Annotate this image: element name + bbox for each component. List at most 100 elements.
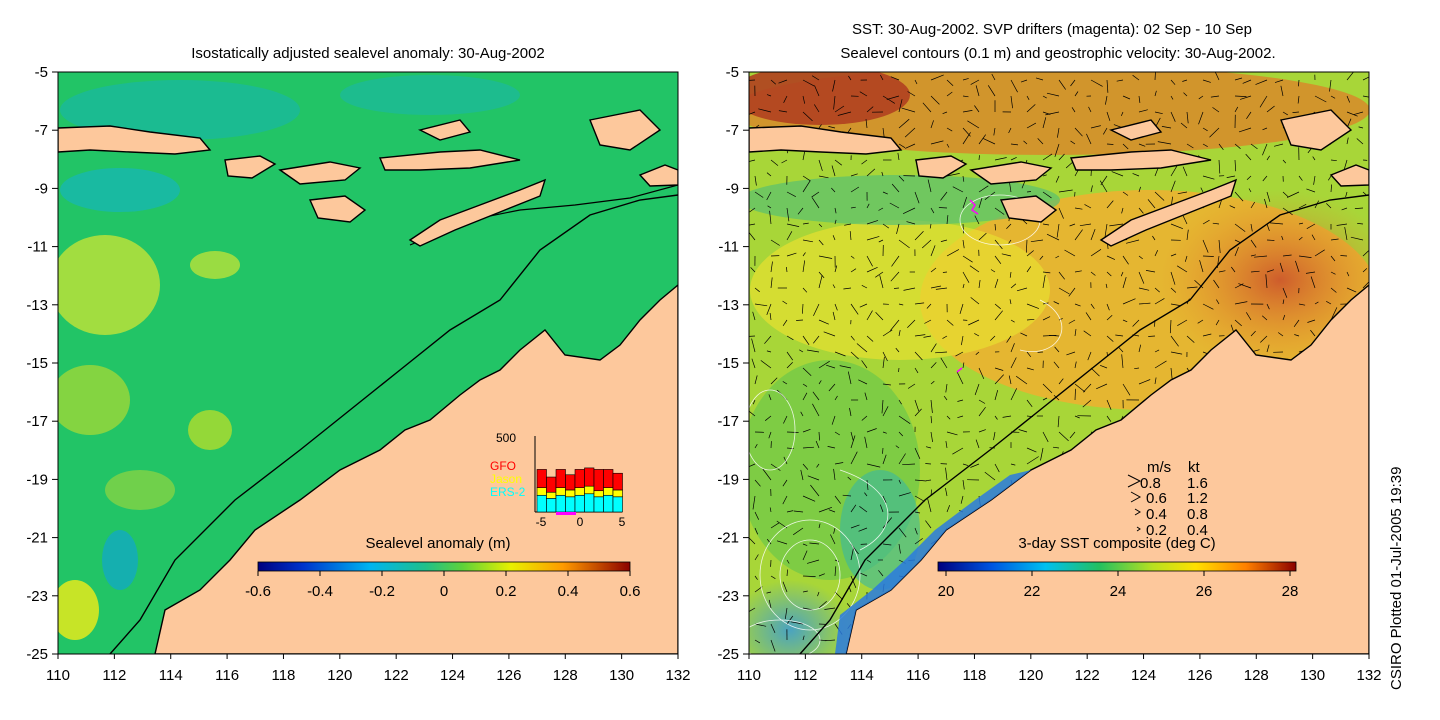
velocity-key-kt: 0.4: [1187, 522, 1208, 539]
velocity-vector: [878, 239, 884, 243]
velocity-vector: [758, 108, 772, 113]
velocity-key-ms: 0.2: [1146, 522, 1167, 539]
velocity-vector: [1346, 95, 1351, 103]
legend-ers2: ERS-2: [490, 485, 526, 499]
inset-bar-gfo: [536, 469, 547, 488]
lat-tick-label: -23: [26, 588, 48, 605]
velocity-vector: [1154, 111, 1163, 115]
velocity-vector: [945, 383, 948, 393]
velocity-vector: [1246, 312, 1252, 321]
velocity-vector: [832, 79, 836, 92]
velocity-vector: [1154, 360, 1167, 369]
velocity-vector: [818, 523, 821, 529]
velocity-vector: [861, 159, 868, 165]
velocity-vector: [982, 138, 996, 145]
velocity-vector: [882, 406, 889, 417]
velocity-vector: [942, 335, 948, 339]
velocity-vector: [786, 223, 800, 227]
velocity-vector: [984, 471, 996, 481]
velocity-vector: [882, 223, 890, 229]
velocity-vector: [1138, 109, 1148, 113]
velocity-vector: [802, 252, 806, 257]
velocity-vector: [1234, 319, 1242, 327]
velocity-key-kt: 1.2: [1187, 490, 1208, 507]
velocity-vector: [831, 415, 836, 425]
velocity-vector: [778, 79, 788, 84]
velocity-vector: [1042, 223, 1050, 226]
velocity-vector: [935, 287, 948, 290]
inset-bar-gfo: [593, 469, 604, 492]
velocity-vector: [834, 566, 837, 577]
velocity-vector: [866, 428, 877, 433]
velocity-vector: [978, 399, 986, 404]
velocity-vector: [1170, 95, 1174, 100]
velocity-vector: [1234, 159, 1237, 172]
velocity-vector: [898, 99, 903, 113]
velocity-vector: [1118, 347, 1124, 353]
lon-tick-label: 124: [440, 667, 465, 684]
velocity-vector: [1218, 159, 1221, 174]
velocity-vector: [1234, 301, 1248, 305]
velocity-vector: [866, 310, 873, 321]
velocity-vector: [1280, 85, 1284, 97]
velocity-vector: [1122, 277, 1127, 289]
velocity-vector: [1245, 153, 1252, 161]
velocity-vector: [1069, 223, 1076, 227]
velocity-vector: [1082, 399, 1092, 408]
velocity-vector: [786, 447, 794, 450]
inset-bar-jason: [555, 487, 566, 496]
velocity-vector: [1255, 79, 1268, 85]
lat-tick-label: -15: [717, 355, 739, 372]
velocity-vector: [802, 111, 813, 122]
right-bali-lombok: [915, 155, 968, 179]
lon-tick-label: 118: [962, 667, 986, 684]
velocity-vector: [1353, 111, 1364, 115]
velocity-vector: [832, 284, 836, 289]
inset-bar-gfo: [574, 469, 585, 488]
velocity-vector: [850, 303, 859, 315]
velocity-vector: [1238, 127, 1252, 133]
velocity-vector: [1265, 274, 1268, 289]
velocity-vector: [866, 168, 876, 177]
velocity-vector: [1218, 200, 1222, 209]
lat-tick-label: -9: [35, 180, 48, 197]
inset-bars: [536, 467, 623, 513]
velocity-vector: [898, 303, 904, 306]
velocity-vector: [938, 207, 948, 209]
velocity-vector: [1282, 159, 1287, 164]
velocity-vector: [782, 581, 788, 593]
velocity-vector: [914, 230, 924, 241]
velocity-vector: [879, 504, 884, 513]
velocity-vector: [1015, 375, 1028, 385]
velocity-vector: [1020, 332, 1028, 337]
velocity-vector: [1218, 143, 1224, 151]
lat-tick-label: -19: [717, 471, 739, 488]
velocity-vector: [783, 456, 788, 465]
velocity-vector: [925, 479, 932, 482]
velocity-vector: [1314, 301, 1319, 305]
velocity-vector: [1330, 159, 1337, 162]
velocity-vector: [930, 362, 937, 369]
velocity-vector: [1026, 191, 1032, 193]
velocity-vector: [1106, 143, 1114, 145]
velocity-vector: [1026, 303, 1040, 309]
left-anomaly-high: [190, 251, 240, 279]
velocity-vector: [752, 311, 756, 321]
velocity-vector: [907, 319, 916, 329]
lat-tick-label: -17: [717, 413, 739, 430]
velocity-vector: [861, 284, 868, 289]
velocity-vector: [1122, 95, 1131, 100]
velocity-vector: [751, 358, 756, 369]
left-lon-tick-labels: 110 112 114 116 118 120 122 124 126 128 130 132: [46, 654, 691, 684]
velocity-key-kt: 1.6: [1187, 475, 1208, 492]
velocity-vector: [866, 106, 874, 113]
left-java-island: [58, 125, 212, 155]
velocity-vector: [861, 415, 868, 421]
velocity-vector: [990, 335, 996, 341]
colorbar-tick-label: 22: [1024, 583, 1041, 600]
velocity-vector: [802, 95, 806, 104]
inset-bar-jason: [536, 487, 547, 496]
velocity-vector: [1056, 223, 1060, 238]
velocity-vector: [1154, 349, 1160, 353]
